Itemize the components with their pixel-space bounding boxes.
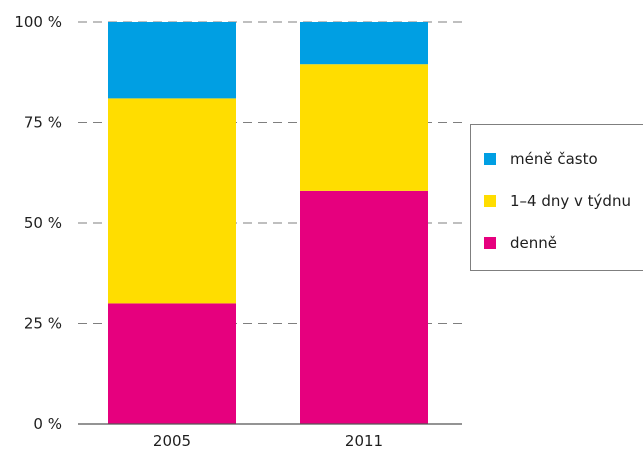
- bar-segment-2011-2: [300, 22, 428, 65]
- legend-label: méně často: [510, 150, 598, 168]
- bar-segment-2005-0: [108, 303, 236, 424]
- legend-label: 1–4 dny v týdnu: [510, 192, 631, 210]
- y-tick-label: 50 %: [24, 214, 62, 232]
- y-tick-label: 25 %: [24, 315, 62, 333]
- bar-segment-2011-0: [300, 190, 428, 424]
- x-tick-label: 2005: [153, 432, 191, 450]
- bars: [108, 22, 428, 424]
- legend-swatch: [484, 153, 496, 165]
- bar-segment-2011-1: [300, 64, 428, 191]
- legend-label: denně: [510, 234, 557, 252]
- bar-segment-2005-2: [108, 22, 236, 99]
- legend: méně často 1–4 dny v týdnu denně: [470, 124, 643, 271]
- legend-swatch: [484, 237, 496, 249]
- y-tick-label: 75 %: [24, 114, 62, 132]
- bar-segment-2005-1: [108, 98, 236, 304]
- legend-swatch: [484, 195, 496, 207]
- x-tick-labels: 2005 2011: [153, 432, 383, 450]
- y-tick-label: 0 %: [33, 415, 62, 433]
- y-tick-label: 100 %: [14, 13, 62, 31]
- x-tick-label: 2011: [345, 432, 383, 450]
- legend-box: [470, 124, 643, 271]
- y-tick-labels: 0 % 25 % 50 % 75 % 100 %: [14, 13, 62, 433]
